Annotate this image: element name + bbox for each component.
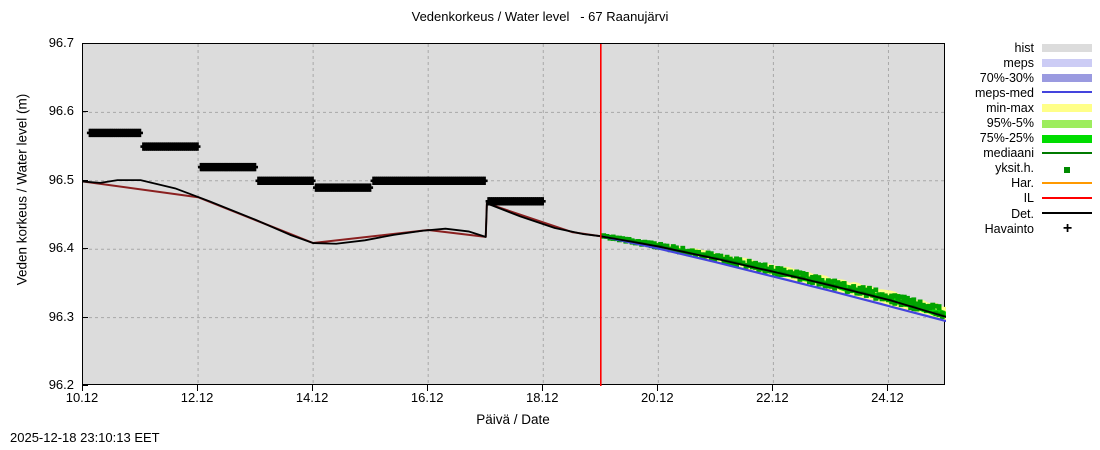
legend-swatch-band bbox=[1042, 59, 1092, 68]
x-tick-label: 18.12 bbox=[525, 390, 559, 405]
x-tick-label: 10.12 bbox=[65, 390, 99, 405]
y-tick-mark bbox=[82, 43, 88, 44]
legend-swatch-line bbox=[1042, 181, 1092, 184]
y-tick-mark bbox=[82, 385, 88, 386]
x-tick-label: 16.12 bbox=[410, 390, 444, 405]
x-tick-mark bbox=[312, 385, 314, 391]
legend-label: hist bbox=[1014, 40, 1034, 55]
legend-swatch-line bbox=[1042, 196, 1092, 199]
legend-item-yksit-h: yksit.h. bbox=[952, 161, 1094, 176]
gridlines bbox=[83, 44, 946, 386]
legend-item-hist: hist bbox=[952, 40, 1094, 55]
x-tick-mark bbox=[887, 385, 889, 391]
y-tick-mark bbox=[82, 111, 88, 113]
y-tick-label: 96.5 bbox=[48, 171, 74, 187]
observation-markers bbox=[86, 128, 546, 206]
legend-label: meps-med bbox=[974, 85, 1034, 100]
x-tick-mark bbox=[772, 385, 774, 391]
legend-swatch-band bbox=[1042, 74, 1092, 83]
plot-canvas bbox=[83, 44, 946, 386]
x-tick-mark bbox=[542, 385, 544, 391]
legend-item-havainto: Havainto + bbox=[952, 220, 1094, 238]
y-tick-label: 96.3 bbox=[48, 308, 74, 324]
legend-swatch-band bbox=[1042, 119, 1092, 128]
legend-label: min-max bbox=[986, 100, 1034, 115]
plus-marker-icon: + bbox=[1062, 220, 1073, 238]
y-tick-label: 96.2 bbox=[48, 377, 74, 392]
legend-label: 75%-25% bbox=[979, 131, 1034, 146]
y-tick-label: 96.7 bbox=[48, 35, 74, 50]
x-tick-mark bbox=[197, 385, 199, 391]
legend-swatch-dot bbox=[1064, 166, 1070, 173]
legend-item-mediaani: mediaani bbox=[952, 146, 1094, 161]
legend-item-95-5: 95%-5% bbox=[952, 115, 1094, 130]
legend-swatch-line bbox=[1042, 91, 1092, 94]
x-tick-label: 12.12 bbox=[180, 390, 214, 405]
legend-item-75-25: 75%-25% bbox=[952, 131, 1094, 146]
legend-swatch-band bbox=[1042, 134, 1092, 143]
x-tick-label: 22.12 bbox=[756, 390, 789, 405]
legend-label: Har. bbox=[1011, 176, 1034, 191]
x-axis-label: Päivä / Date bbox=[476, 412, 550, 427]
legend-label: 95%-5% bbox=[986, 116, 1034, 131]
x-tick-mark bbox=[657, 385, 659, 391]
y-tick-label: 96.4 bbox=[48, 240, 74, 256]
legend-swatch-line bbox=[1042, 151, 1092, 154]
legend-label: Det. bbox=[1011, 206, 1034, 221]
legend-label: 70%-30% bbox=[979, 70, 1034, 85]
legend-item-meps: meps bbox=[952, 55, 1094, 70]
legend-swatch-band bbox=[1042, 104, 1092, 113]
x-tick-mark bbox=[82, 385, 83, 391]
series-lines bbox=[83, 179, 946, 323]
page-title: Vedenkorkeus / Water level - 67 Raanujär… bbox=[411, 9, 669, 24]
y-tick-mark bbox=[82, 179, 88, 181]
legend-swatch-line bbox=[1042, 212, 1092, 215]
x-tick-mark bbox=[427, 385, 429, 391]
legend-label: meps bbox=[1003, 55, 1034, 70]
plot-area bbox=[82, 43, 946, 386]
legend-label: yksit.h. bbox=[995, 161, 1034, 176]
legend-item-det: Det. bbox=[952, 206, 1094, 221]
legend-label: Havainto bbox=[984, 221, 1034, 236]
y-tick-label: 96.6 bbox=[48, 103, 74, 119]
legend-label: IL bbox=[1023, 191, 1034, 206]
y-tick-mark bbox=[82, 248, 88, 250]
legend-swatch-band bbox=[1042, 44, 1092, 53]
legend-item-il: IL bbox=[952, 191, 1094, 206]
y-axis-label: Veden korkeus / Water level (m) bbox=[14, 93, 30, 286]
timestamp-label: 2025-12-18 23:10:13 EET bbox=[10, 430, 160, 445]
legend: hist meps 70%-30% meps-med min-max 95%-5% 75%-… bbox=[952, 40, 1094, 238]
legend-item-70-30: 70%-30% bbox=[952, 70, 1094, 85]
legend-label: mediaani bbox=[983, 146, 1034, 161]
x-tick-label: 24.12 bbox=[871, 390, 904, 405]
legend-item-har: Har. bbox=[952, 176, 1094, 191]
x-tick-label: 20.12 bbox=[641, 390, 674, 405]
legend-item-meps-med: meps-med bbox=[952, 85, 1094, 100]
x-tick-label: 14.12 bbox=[295, 390, 329, 405]
y-tick-mark bbox=[82, 316, 88, 318]
legend-item-min-max: min-max bbox=[952, 100, 1094, 115]
